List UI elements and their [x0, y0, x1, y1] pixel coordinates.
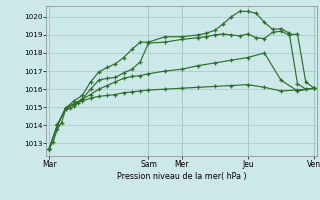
- X-axis label: Pression niveau de la mer( hPa ): Pression niveau de la mer( hPa ): [117, 172, 246, 181]
